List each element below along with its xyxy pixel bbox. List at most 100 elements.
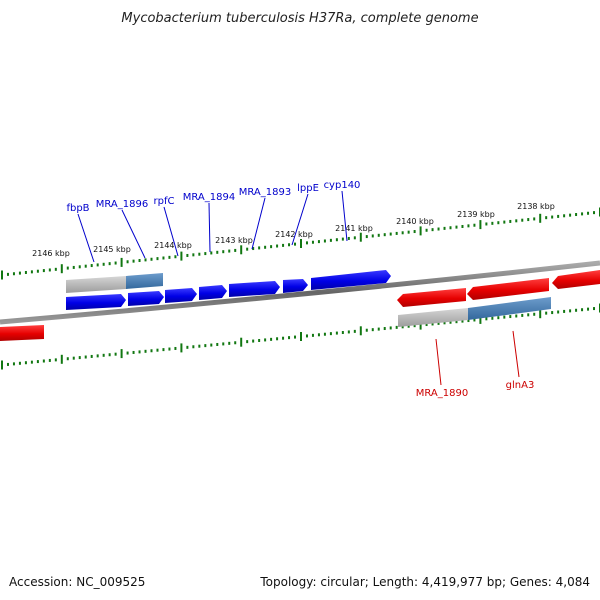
scale-tick (365, 235, 368, 239)
reverse-feature-bar (398, 297, 551, 327)
scale-tick (282, 336, 285, 340)
scale-tick (294, 242, 297, 246)
scale-tick (102, 262, 105, 266)
scale-tick (533, 217, 536, 221)
scale-tick (210, 251, 213, 255)
kbp-label: 2146 kbp (32, 249, 70, 258)
scale-tick (311, 240, 314, 244)
gene-arrow-MRA_1893[interactable] (229, 281, 280, 297)
scale-tick (24, 361, 27, 365)
gene-arrow-glnA3[interactable] (467, 278, 549, 300)
scale-tick (347, 330, 350, 334)
scale-tick (66, 357, 69, 361)
scale-tick (413, 324, 416, 328)
gene-arrow-cyp140[interactable] (311, 270, 391, 290)
scale-tick (371, 328, 374, 332)
scale-tick (54, 267, 57, 271)
scale-tick (383, 233, 386, 237)
gene-label-lppE[interactable]: lppE (297, 183, 319, 194)
scale-tick (479, 314, 482, 324)
scale-tick (497, 316, 500, 320)
scale-tick (132, 350, 135, 354)
scale-tick (545, 216, 548, 220)
scale-tick (78, 265, 81, 269)
scale-tick (138, 259, 141, 263)
scale-tick (485, 222, 488, 226)
scale-tick (108, 262, 111, 266)
scale-tick (156, 257, 159, 261)
scale-tick (413, 230, 416, 234)
gene-arrow-MRA_1894[interactable] (199, 285, 227, 300)
scale-tick (371, 234, 374, 238)
gene-arrow-left-edge[interactable] (0, 325, 44, 341)
scale-tick (467, 224, 470, 228)
scale-tick (359, 326, 362, 336)
scale-tick (24, 270, 27, 274)
gene-label-MRA_1894[interactable]: MRA_1894 (183, 192, 235, 203)
genome-summary-text: Topology: circular; Length: 4,419,977 bp… (259, 575, 590, 589)
gene-label-fbpB[interactable]: fbpB (66, 203, 89, 214)
scale-tick (539, 213, 542, 223)
scale-tick (341, 237, 344, 241)
gene-arrow-lppE[interactable] (283, 279, 308, 293)
gene-label-glnA3[interactable]: glnA3 (506, 380, 535, 391)
scale-tick (150, 257, 153, 261)
scale-tick (114, 352, 117, 356)
scale-tick (174, 346, 177, 350)
scale-tick (144, 349, 147, 353)
gene-label-MRA_1890[interactable]: MRA_1890 (416, 388, 468, 399)
gene-label-MRA_1893[interactable]: MRA_1893 (239, 187, 291, 198)
scale-tick (569, 309, 572, 313)
scale-tick (132, 259, 135, 263)
scale-tick (557, 214, 560, 218)
scale-tick (395, 231, 398, 235)
scale-tick (216, 342, 219, 346)
scale-tick (317, 240, 320, 244)
forward-strand-genes (66, 270, 391, 310)
scale-tick (305, 241, 308, 245)
gene-arrow-fbpB[interactable] (66, 294, 126, 310)
scale-tick (42, 359, 45, 363)
kbp-label: 2142 kbp (275, 230, 313, 239)
scale-tick (174, 255, 177, 259)
scale-tick (389, 326, 392, 330)
gene-label-cyp140[interactable]: cyp140 (324, 180, 361, 191)
scale-tick (240, 337, 243, 347)
scale-tick (329, 238, 332, 242)
scale-tick (234, 248, 237, 252)
scale-tick (168, 347, 171, 351)
scale-tick (305, 334, 308, 338)
scale-tick (1, 270, 3, 280)
scale-tick (300, 239, 302, 248)
scale-tick (222, 250, 225, 254)
scale-tick (521, 313, 524, 317)
scale-tick (425, 228, 428, 232)
gene-arrow-MRA_1896[interactable] (128, 291, 164, 306)
scale-tick (192, 345, 195, 349)
scale-tick (365, 328, 368, 332)
scale-tick (533, 312, 536, 316)
gene-arrow-rpfC[interactable] (165, 288, 197, 303)
forward-feature-bar (66, 273, 163, 293)
scale-tick (563, 214, 566, 218)
scale-tick (515, 314, 518, 318)
scale-tick (252, 339, 255, 343)
scale-tick (204, 252, 207, 256)
scale-tick (6, 272, 9, 276)
scale-tick (210, 343, 213, 347)
scale-tick (66, 266, 69, 270)
scale-tick (359, 232, 362, 242)
scale-tick (216, 250, 219, 254)
scale-tick (569, 213, 572, 217)
scale-tick (1, 360, 3, 370)
scale-tick (563, 309, 566, 313)
scale-tick (419, 320, 422, 330)
scale-tick (204, 344, 207, 348)
gene-label-MRA_1896[interactable]: MRA_1896 (96, 199, 148, 210)
gene-label-rpfC[interactable]: rpfC (154, 196, 175, 207)
scale-tick (491, 316, 494, 320)
gene-arrow-MRA_1890[interactable] (397, 288, 466, 307)
gene-arrow-right-edge[interactable] (552, 270, 600, 289)
scale-tick (485, 317, 488, 321)
